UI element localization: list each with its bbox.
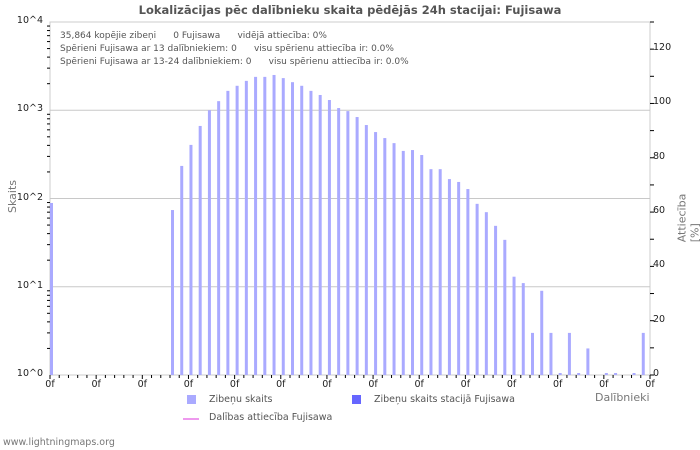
y-tick-label: 10^0	[16, 368, 43, 379]
bar	[207, 110, 211, 375]
y-axis-label-right: Attiecība [%]	[675, 193, 700, 243]
x-tick-label: 0f	[276, 379, 286, 390]
bar	[512, 276, 516, 375]
y-tick-label-right: 20	[653, 313, 666, 325]
bar	[447, 179, 451, 375]
x-tick-label: 0f	[460, 379, 471, 390]
bar	[374, 132, 378, 375]
info-line-3: Spērieni Fujisawa ar 13-24 dalībniekiem:…	[60, 57, 409, 67]
y-tick-label: 10^4	[16, 15, 43, 26]
y-tick-label-right: 80	[653, 150, 666, 162]
legend-swatch-total	[187, 395, 196, 404]
bar	[401, 150, 405, 375]
y-tick-label-right: 120	[653, 42, 672, 54]
info-line-2: Spērieni Fujisawa ar 13 dalībniekiem: 0 …	[60, 44, 394, 54]
bar	[235, 85, 239, 376]
bar	[438, 169, 442, 375]
bar	[355, 117, 359, 375]
bar	[244, 80, 248, 375]
y-tick-label-right: 60	[653, 205, 666, 217]
y-tick-label: 10^3	[16, 103, 43, 115]
bar	[300, 85, 304, 376]
bar	[567, 332, 571, 375]
bar	[420, 155, 424, 375]
bar	[383, 138, 387, 375]
x-tick-label: 0f	[322, 379, 332, 390]
footer-source: www.lightningmaps.org	[3, 437, 115, 448]
bar	[198, 125, 202, 375]
bar	[263, 76, 267, 375]
y-tick-label-right: 0	[653, 368, 660, 379]
bar	[531, 332, 534, 375]
bar	[411, 150, 414, 375]
x-tick-label: 0f	[91, 379, 101, 390]
y-tick-label-right: 40	[653, 259, 666, 271]
bar	[281, 78, 285, 375]
x-tick-label: 0f	[229, 379, 240, 390]
legend-label-station: Zibeņu skaits stacijā Fujisawa	[374, 394, 515, 405]
chart-title: Lokalizācijas pēc dalībnieku skaita pēdē…	[138, 3, 562, 17]
x-tick-label: 0f	[183, 379, 194, 390]
bar	[189, 144, 193, 375]
bar	[494, 225, 498, 375]
bar	[549, 332, 553, 375]
bar	[540, 290, 544, 375]
x-tick-label: 0f	[368, 379, 378, 390]
bar	[318, 94, 322, 376]
legend-line-ratio	[183, 418, 199, 420]
legend-swatch-station	[352, 395, 361, 404]
bar	[180, 165, 184, 375]
legend-label-ratio: Dalības attiecība Fujisawa	[209, 412, 333, 423]
bar	[50, 202, 53, 375]
x-tick-label: 0f	[599, 379, 609, 390]
bar	[171, 210, 174, 375]
x-tick-label: 0f	[552, 379, 563, 390]
bar	[364, 125, 368, 375]
y-tick-label-right: 100	[653, 96, 672, 108]
x-tick-label: 0f	[137, 379, 147, 390]
bar	[291, 82, 294, 375]
bar	[254, 76, 258, 375]
info-line-1: 35,864 kopējie zibeņi 0 Fujisawa vidējā …	[60, 31, 327, 41]
bar	[272, 74, 276, 375]
bar	[484, 212, 488, 375]
x-tick-label: 0f	[506, 379, 517, 390]
legend-label-total: Zibeņu skaits	[209, 394, 273, 405]
bar	[429, 169, 433, 375]
bar	[586, 348, 590, 375]
bar	[466, 189, 470, 375]
bar	[641, 332, 645, 375]
y-tick-label: 10^1	[16, 279, 43, 291]
bar	[346, 111, 350, 375]
x-axis-label: Dalībnieki	[595, 391, 650, 404]
bar	[217, 101, 221, 376]
bar	[327, 100, 331, 376]
bar	[309, 90, 313, 375]
x-tick-label: 0f	[414, 379, 424, 390]
bar	[226, 90, 230, 375]
bar	[337, 108, 341, 376]
bar	[457, 181, 461, 375]
bar	[475, 203, 479, 375]
x-tick-label: 0f	[45, 379, 55, 390]
bar	[503, 239, 507, 375]
bar	[521, 283, 525, 375]
bar	[392, 143, 396, 375]
y-tick-label: 10^2	[16, 191, 43, 203]
x-tick-label: 0f	[645, 379, 655, 390]
